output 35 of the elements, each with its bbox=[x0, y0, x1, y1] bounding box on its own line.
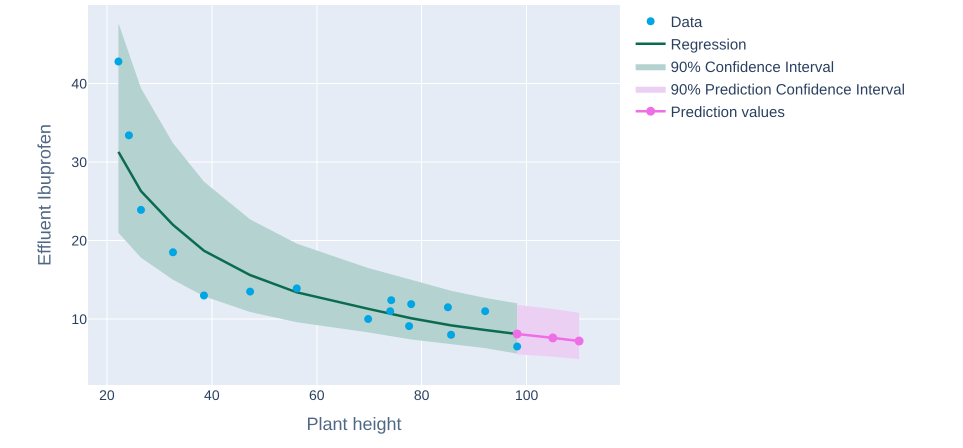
point bbox=[574, 336, 584, 346]
point bbox=[246, 288, 254, 296]
point bbox=[292, 284, 301, 292]
y-axis-title: Effluent Ibuprofen bbox=[34, 124, 55, 266]
y-tick-label: 40 bbox=[71, 75, 88, 92]
x-tick-label: 60 bbox=[308, 387, 325, 403]
y-tick-label: 30 bbox=[71, 154, 88, 170]
point bbox=[481, 307, 490, 316]
point bbox=[200, 292, 208, 300]
x-tick-label: 100 bbox=[514, 387, 539, 403]
legend-label: 90% Confidence Interval bbox=[670, 59, 834, 76]
point bbox=[136, 206, 145, 214]
point bbox=[447, 330, 456, 339]
legend-label: Data bbox=[670, 14, 703, 32]
point bbox=[513, 342, 522, 351]
point bbox=[386, 307, 394, 316]
point bbox=[548, 333, 558, 342]
point bbox=[444, 303, 452, 312]
legend-label: 90% Prediction Confidence Interval bbox=[670, 82, 905, 99]
point bbox=[114, 58, 122, 66]
point bbox=[168, 248, 177, 256]
legend-label: Regression bbox=[670, 36, 747, 54]
point bbox=[405, 322, 414, 330]
x-tick-label: 40 bbox=[204, 387, 220, 403]
x-axis-title: Plant height bbox=[306, 414, 402, 434]
x-tick-label: 80 bbox=[414, 387, 430, 403]
point bbox=[512, 329, 522, 338]
x-tick-label: 20 bbox=[99, 387, 115, 403]
point bbox=[407, 300, 416, 308]
point bbox=[124, 131, 133, 140]
y-tick-label: 20 bbox=[71, 232, 88, 248]
legend-label: Prediction values bbox=[670, 104, 785, 122]
point bbox=[387, 296, 396, 304]
point bbox=[364, 315, 372, 324]
y-tick-label: 10 bbox=[71, 310, 88, 327]
